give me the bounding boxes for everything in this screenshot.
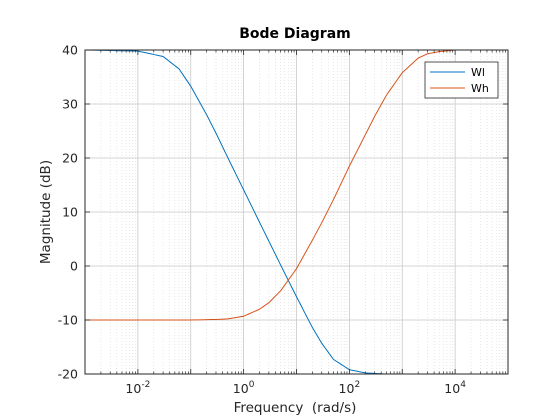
x-tick-label: 104 bbox=[444, 380, 466, 396]
series-line-wh bbox=[85, 49, 508, 321]
legend: Wl Wh bbox=[424, 61, 499, 99]
axis-ticks bbox=[84, 49, 509, 375]
series-line-wl bbox=[84, 49, 508, 375]
y-tick-label: 20 bbox=[62, 151, 78, 166]
legend-label-wl: Wl bbox=[471, 66, 485, 79]
x-tick-label: 102 bbox=[339, 380, 361, 396]
y-tick-label: -20 bbox=[58, 367, 78, 382]
x-tick-label: 10-2 bbox=[125, 380, 150, 396]
chart-title: Bode Diagram bbox=[239, 26, 351, 42]
y-tick-label: 40 bbox=[62, 43, 78, 58]
y-axis-label: Magnitude (dB) bbox=[38, 160, 54, 264]
y-tick-label: -10 bbox=[58, 313, 78, 328]
y-tick-label: 0 bbox=[70, 259, 78, 274]
y-tick-labels: -20 -10 0 10 20 30 40 bbox=[58, 43, 78, 382]
x-tick-label: 100 bbox=[233, 380, 255, 396]
y-tick-label: 10 bbox=[62, 205, 78, 220]
series-layer bbox=[84, 49, 508, 375]
x-tick-labels: 10-2 100 102 104 bbox=[125, 380, 466, 396]
x-axis-label: Frequency (rad/s) bbox=[234, 400, 357, 416]
legend-label-wh: Wh bbox=[471, 82, 489, 95]
legend-box bbox=[424, 61, 499, 99]
y-tick-label: 30 bbox=[62, 97, 78, 112]
